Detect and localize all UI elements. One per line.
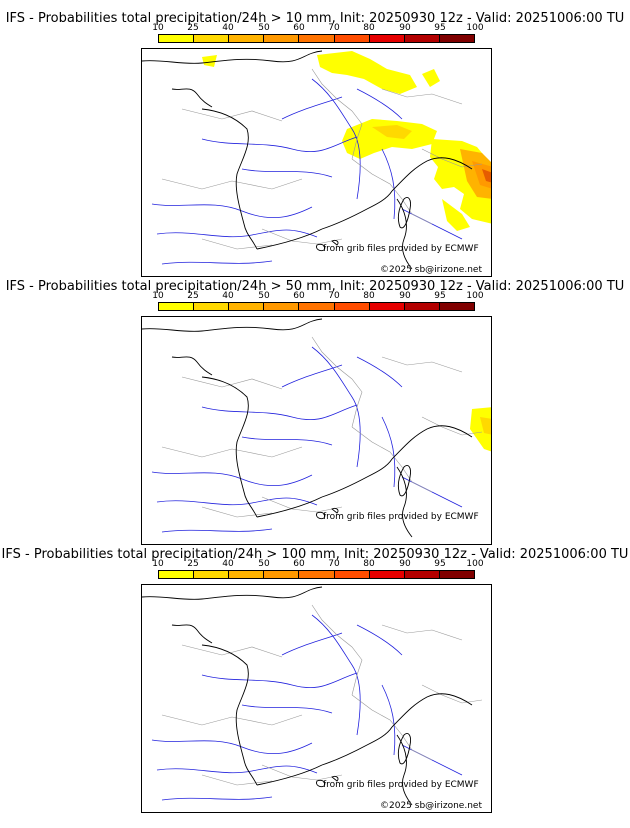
colorbar-swatch	[159, 35, 195, 42]
precip-area-north	[202, 51, 440, 94]
tick-label: 25	[187, 559, 199, 569]
colorbar-swatch	[404, 571, 440, 578]
tick-label: 70	[328, 559, 340, 569]
colorbar-swatch	[299, 303, 335, 310]
colorbar-ticks: 10 25 40 50 60 70 80 90 95 100	[152, 291, 483, 302]
colorbar	[158, 302, 475, 311]
tick-label: 60	[293, 559, 305, 569]
colorbar-swatch	[194, 35, 230, 42]
colorbar-swatch	[299, 35, 335, 42]
tick-label: 80	[363, 291, 375, 301]
colorbar-swatch	[369, 571, 405, 578]
coastlines	[142, 50, 473, 270]
panel-title: IFS - Probabilities total precipitation/…	[5, 279, 625, 294]
source-credit: from grib files provided by ECMWF	[323, 780, 479, 790]
tick-label: 60	[293, 291, 305, 301]
tick-label: 70	[328, 291, 340, 301]
colorbar-ticks: 10 25 40 50 60 70 80 90 95 100	[152, 559, 483, 570]
tick-label: 40	[222, 23, 234, 33]
tick-label: 95	[434, 291, 446, 301]
colorbar-swatch	[229, 571, 265, 578]
borders	[161, 68, 483, 250]
colorbar-swatch	[229, 303, 265, 310]
map-panel-10mm: IFS - Probabilities total precipitation/…	[0, 4, 630, 277]
map-canvas	[142, 318, 491, 538]
colorbar-swatch	[369, 35, 405, 42]
source-credit: from grib files provided by ECMWF	[323, 512, 479, 522]
panel-title: IFS - Probabilities total precipitation/…	[5, 11, 625, 26]
tick-label: 40	[222, 559, 234, 569]
colorbar-swatch	[439, 35, 474, 42]
coastlines	[142, 586, 473, 806]
rivers	[151, 346, 463, 533]
tick-label: 90	[399, 23, 411, 33]
tick-label: 25	[187, 23, 199, 33]
borders	[161, 604, 483, 786]
rivers	[151, 78, 463, 265]
tick-label: 70	[328, 23, 340, 33]
copyright-notice: ©2025 sb@irizone.net	[380, 801, 482, 811]
borders	[161, 336, 483, 518]
copyright-notice: ©2025 sb@irizone.net	[380, 265, 482, 275]
tick-label: 100	[466, 291, 484, 301]
colorbar-swatch	[159, 571, 195, 578]
map-canvas	[142, 50, 491, 270]
probability-map: from grib files provided by ECMWF	[141, 316, 492, 545]
tick-label: 95	[434, 559, 446, 569]
colorbar-swatch	[264, 303, 300, 310]
colorbar	[158, 570, 475, 579]
islands	[316, 197, 411, 252]
tick-label: 50	[258, 559, 270, 569]
islands	[316, 733, 411, 788]
colorbar-swatch	[229, 35, 265, 42]
precip-area-alps-core	[480, 417, 491, 435]
colorbar-swatch	[194, 303, 230, 310]
tick-label: 100	[466, 559, 484, 569]
colorbar-swatch	[194, 571, 230, 578]
colorbar-swatch	[264, 35, 300, 42]
tick-label: 80	[363, 23, 375, 33]
rivers	[151, 614, 463, 801]
colorbar-ticks: 10 25 40 50 60 70 80 90 95 100	[152, 23, 483, 34]
tick-label: 100	[466, 23, 484, 33]
colorbar-swatch	[334, 571, 370, 578]
source-credit: from grib files provided by ECMWF	[323, 244, 479, 254]
tick-label: 10	[152, 23, 164, 33]
tick-label: 50	[258, 23, 270, 33]
tick-label: 10	[152, 291, 164, 301]
probability-map: from grib files provided by ECMWF ©2025 …	[141, 584, 492, 813]
colorbar-swatch	[404, 35, 440, 42]
tick-label: 90	[399, 291, 411, 301]
tick-label: 95	[434, 23, 446, 33]
colorbar-swatch	[369, 303, 405, 310]
colorbar-swatch	[159, 303, 195, 310]
tick-label: 90	[399, 559, 411, 569]
tick-label: 80	[363, 559, 375, 569]
tick-label: 50	[258, 291, 270, 301]
colorbar-swatch	[299, 571, 335, 578]
map-panel-50mm: IFS - Probabilities total precipitation/…	[0, 272, 630, 545]
probability-map: from grib files provided by ECMWF ©2025 …	[141, 48, 492, 277]
colorbar-swatch	[404, 303, 440, 310]
colorbar-swatch	[439, 571, 474, 578]
colorbar	[158, 34, 475, 43]
tick-label: 60	[293, 23, 305, 33]
tick-label: 25	[187, 291, 199, 301]
coastlines	[142, 318, 473, 538]
islands	[316, 465, 411, 520]
colorbar-swatch	[264, 571, 300, 578]
tick-label: 10	[152, 559, 164, 569]
colorbar-swatch	[334, 303, 370, 310]
tick-label: 40	[222, 291, 234, 301]
panel-title: IFS - Probabilities total precipitation/…	[1, 547, 629, 562]
precip-area-alps-core	[372, 125, 491, 199]
map-canvas	[142, 586, 483, 806]
map-panel-100mm: IFS - Probabilities total precipitation/…	[0, 540, 630, 813]
colorbar-swatch	[334, 35, 370, 42]
colorbar-swatch	[439, 303, 474, 310]
